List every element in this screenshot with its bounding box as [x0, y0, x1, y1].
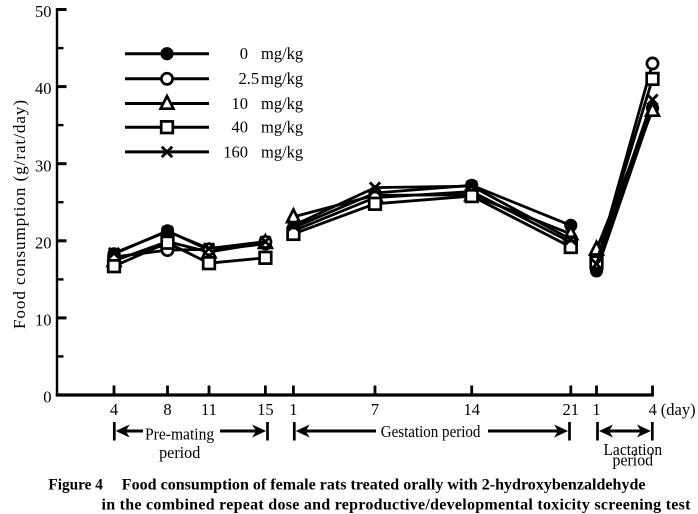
- svg-text:2.5: 2.5: [239, 69, 260, 88]
- svg-text:mg/kg: mg/kg: [261, 94, 303, 113]
- svg-text:4: 4: [110, 400, 118, 419]
- svg-text:mg/kg: mg/kg: [261, 142, 303, 161]
- svg-text:0: 0: [240, 44, 248, 63]
- svg-text:period: period: [613, 451, 654, 470]
- svg-text:Food consumption of female rat: Food consumption of female rats treated …: [122, 476, 646, 493]
- svg-text:4: 4: [649, 400, 657, 419]
- svg-text:period: period: [159, 443, 201, 462]
- svg-text:1: 1: [592, 400, 600, 419]
- svg-text:21: 21: [563, 400, 580, 419]
- svg-text:in the combined repeat dose an: in the combined repeat dose and reproduc…: [102, 497, 692, 514]
- svg-text:10: 10: [35, 311, 52, 330]
- svg-text:40: 40: [35, 79, 52, 98]
- svg-text:mg/kg: mg/kg: [261, 69, 303, 88]
- svg-text:15: 15: [257, 400, 274, 419]
- svg-text:(day): (day): [661, 400, 696, 419]
- svg-text:14: 14: [463, 400, 480, 419]
- svg-text:10: 10: [232, 94, 249, 113]
- svg-text:mg/kg: mg/kg: [261, 44, 303, 63]
- svg-text:Food consumption (g/rat/day): Food consumption (g/rat/day): [10, 100, 29, 329]
- svg-text:160: 160: [223, 142, 248, 161]
- svg-text:8: 8: [163, 400, 171, 419]
- svg-text:Pre-mating: Pre-mating: [145, 425, 214, 444]
- svg-text:20: 20: [35, 233, 52, 252]
- svg-text:7: 7: [371, 400, 379, 419]
- svg-text:50: 50: [35, 2, 52, 21]
- svg-text:Figure 4: Figure 4: [48, 476, 103, 493]
- svg-text:11: 11: [201, 400, 217, 419]
- svg-text:30: 30: [35, 156, 52, 175]
- svg-text:Gestation period: Gestation period: [381, 422, 481, 441]
- svg-text:Lactation: Lactation: [603, 440, 662, 459]
- svg-text:40: 40: [232, 118, 249, 137]
- svg-text:mg/kg: mg/kg: [261, 118, 303, 137]
- svg-text:0: 0: [43, 388, 51, 407]
- svg-text:1: 1: [289, 400, 297, 419]
